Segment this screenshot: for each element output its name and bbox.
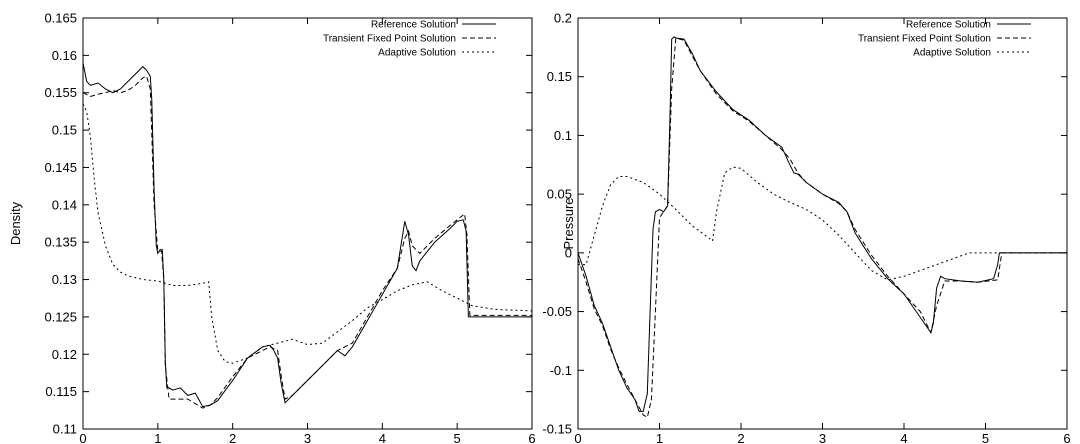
- series-line-solid: [82, 62, 532, 408]
- x-tick-label: 4: [900, 431, 907, 444]
- x-tick-label: 6: [1063, 431, 1070, 444]
- y-tick-label: 0.145: [44, 160, 77, 175]
- legend-label: Adaptive Solution: [378, 48, 456, 59]
- x-tick-label: 6: [528, 431, 535, 444]
- x-tick-label: 0: [79, 431, 86, 444]
- y-tick-label: 0.16: [52, 48, 77, 63]
- y-tick-label: 0: [565, 245, 572, 260]
- legend-label: Reference Solution: [371, 20, 456, 31]
- x-tick-label: 2: [737, 431, 744, 444]
- legend-label: Transient Fixed Point Solution: [858, 34, 991, 45]
- y-tick-label: 0.1: [554, 128, 572, 143]
- y-tick-label: 0.14: [52, 197, 77, 212]
- y-tick-label: 0.05: [547, 187, 572, 202]
- series-line-dotted: [578, 166, 1067, 281]
- y-tick-label: 0.165: [44, 11, 77, 26]
- x-tick-label: 3: [304, 431, 311, 444]
- series-line-dashed: [82, 75, 532, 409]
- y-tick-label: -0.15: [542, 422, 572, 437]
- y-tick-label: 0.15: [547, 69, 572, 84]
- x-tick-label: 3: [819, 431, 826, 444]
- chart-panel-1: 0.11 0.115 0.12 0.125 0.13 0.135 0.14 0.145 0.15…: [8, 11, 536, 444]
- x-tick-label: 1: [154, 431, 161, 444]
- y-tick-label: 0.2: [554, 11, 572, 26]
- x-tick-label: 1: [656, 431, 663, 444]
- y-tick-label: 0.11: [53, 422, 77, 437]
- y-tick-label: 0.12: [52, 347, 77, 362]
- x-tick-label: 5: [982, 431, 989, 444]
- series-line-dashed: [577, 37, 1067, 419]
- y-tick-label: 0.15: [52, 123, 77, 138]
- y-tick-label: -0.1: [550, 363, 572, 378]
- y-axis-label: Density: [8, 201, 23, 245]
- legend: Reference Solution Transient Fixed Point …: [858, 20, 1031, 59]
- y-tick-label: 0.155: [44, 85, 77, 100]
- series-line-dotted: [82, 103, 533, 364]
- x-tick-label: 2: [229, 431, 236, 444]
- y-tick-label: -0.05: [542, 304, 572, 319]
- x-tick-label: 0: [574, 431, 581, 444]
- chart-panel-2: -0.15 -0.1 -0.05 0 0.05 0.1 0.15 0.2 0 1 2 3 4 5 6 Pres…: [542, 11, 1070, 444]
- y-tick-label: 0.125: [44, 309, 77, 324]
- x-tick-label: 5: [454, 431, 461, 444]
- y-tick-label: 0.135: [44, 235, 77, 250]
- plot-frame: [577, 17, 1068, 430]
- y-tick-label: 0.115: [45, 384, 77, 399]
- x-tick-label: 4: [379, 431, 386, 444]
- y-tick-label: 0.13: [52, 272, 77, 287]
- series-line-solid: [577, 36, 1067, 412]
- legend: Reference Solution Transient Fixed Point …: [323, 20, 496, 59]
- legend-label: Transient Fixed Point Solution: [323, 34, 456, 45]
- y-axis-label: Pressure: [561, 197, 576, 249]
- legend-label: Reference Solution: [906, 20, 991, 31]
- legend-label: Adaptive Solution: [913, 48, 991, 59]
